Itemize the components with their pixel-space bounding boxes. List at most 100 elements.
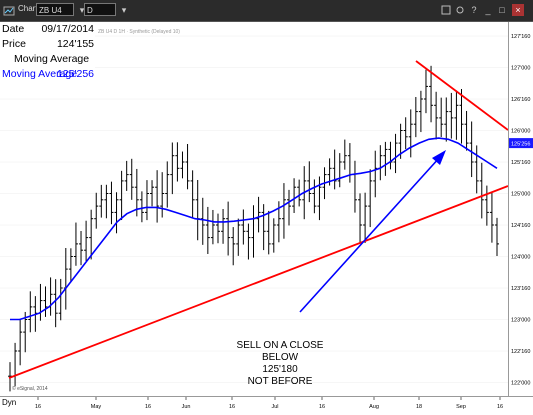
ohlc-bar	[124, 160, 129, 191]
ohlc-bar	[342, 139, 347, 170]
time-axis[interactable]: Dyn 16 May 16 Jun 16 Jul 16 Aug 18 Sep 16	[0, 396, 533, 415]
ma-title: Moving Average	[14, 53, 90, 65]
ohlc-bar	[139, 191, 144, 223]
ohlc-bar	[479, 162, 484, 219]
ohlc-bar	[469, 121, 474, 178]
price-tick-label: 124'160	[511, 223, 530, 229]
time-tick-label: 18	[416, 404, 422, 410]
maximize-icon[interactable]: □	[499, 5, 505, 15]
ohlc-bar	[297, 179, 302, 207]
info-panel: Date 09/17/2014 Price 124'155 Moving Ave…	[0, 22, 95, 84]
time-tick-label: 16	[319, 404, 325, 410]
ohlc-bar	[378, 145, 383, 181]
date-label: Date	[2, 23, 25, 35]
ohlc-bar	[144, 180, 149, 221]
help-icon[interactable]: ?	[471, 5, 477, 15]
ohlc-bar	[292, 178, 297, 213]
ohlc-bar	[79, 230, 84, 266]
ohlc-bar	[403, 117, 408, 150]
ohlc-bar	[195, 179, 200, 241]
interval-input[interactable]: D	[84, 3, 116, 16]
settings-icon[interactable]	[454, 4, 466, 16]
ohlc-bar	[23, 311, 28, 353]
ohlc-bar	[418, 90, 423, 133]
ohlc-bar	[459, 88, 464, 144]
ohlc-bar	[449, 92, 454, 139]
ohlc-bar	[205, 206, 210, 254]
current-ma-price-text: 125'256	[511, 142, 530, 148]
sell-annotation: SELL ON A CLOSE BELOW 125'180 NOT BEFORE	[220, 340, 340, 388]
ohlc-bar	[358, 193, 363, 244]
ohlc-bar	[287, 189, 292, 226]
ohlc-bar	[129, 158, 134, 200]
ohlc-bar	[89, 209, 94, 260]
symbol-dropdown-icon[interactable]: ▾	[79, 5, 85, 15]
ohlc-bar	[119, 170, 124, 221]
annotation-line-2: 125'180	[262, 364, 298, 375]
window-title: Chart	[18, 4, 38, 13]
price-value: 124'155	[56, 38, 94, 50]
ohlc-bar	[241, 209, 246, 245]
ohlc-bar	[368, 169, 373, 228]
time-tick-label: 16	[35, 404, 41, 410]
ohlc-bar	[429, 65, 434, 123]
time-tick-label: Jul	[271, 404, 278, 410]
ohlc-bar	[489, 192, 494, 243]
price-label: Price	[2, 38, 26, 50]
minimize-icon[interactable]: _	[485, 5, 491, 15]
ohlc-bar	[439, 97, 444, 138]
ohlc-bar	[73, 222, 78, 266]
ohlc-bar	[383, 141, 388, 176]
ohlc-bar	[18, 318, 23, 366]
price-tick-label: 127'000	[511, 66, 530, 72]
interval-dropdown-icon[interactable]: ▾	[121, 5, 127, 15]
ohlc-bar	[165, 161, 170, 208]
price-tick-label: 124'000	[511, 255, 530, 261]
axis-corner-label: Dyn	[2, 398, 17, 407]
price-tick-label: 122'000	[511, 381, 530, 387]
ohlc-bar	[271, 218, 276, 253]
ohlc-bar	[175, 142, 180, 182]
ohlc-bar	[388, 141, 393, 170]
ohlc-bar	[312, 179, 317, 214]
ohlc-bar	[13, 342, 18, 387]
ohlc-bar	[180, 151, 185, 179]
ohlc-bar	[109, 181, 114, 225]
price-axis[interactable]: 127'160 127'000 126'160 126'000 125'160 125'0…	[508, 22, 533, 396]
ohlc-bar	[474, 145, 479, 194]
ohlc-bar	[251, 205, 256, 258]
ohlc-bar	[63, 248, 68, 310]
time-tick-label: Aug	[369, 404, 379, 410]
ohlc-bar	[363, 192, 368, 243]
link-icon[interactable]	[440, 4, 452, 16]
price-tick-label: 125'000	[511, 192, 530, 198]
chart-subtitle: ZB U4 D 1H · Synthetic (Delayed 10)	[98, 29, 180, 35]
close-icon[interactable]: ×	[512, 4, 524, 16]
ohlc-bar	[434, 91, 439, 140]
ohlc-bar	[236, 218, 241, 256]
candles	[8, 65, 499, 392]
ohlc-bar	[84, 220, 89, 261]
ohlc-bar	[210, 209, 215, 245]
price-tick-label: 122'160	[511, 349, 530, 355]
chart-plot-area[interactable]: ZB U4 D 1H · Synthetic (Delayed 10)	[0, 22, 509, 396]
time-tick-label: 16	[229, 404, 235, 410]
ohlc-bar	[484, 185, 489, 226]
ohlc-bar	[332, 149, 337, 190]
ohlc-bar	[155, 170, 160, 223]
arrow-head-icon	[432, 150, 446, 165]
ma-value: 125'256	[56, 68, 94, 80]
time-axis-svg: 16 May 16 Jun 16 Jul 16 Aug 18 Sep 16	[35, 397, 503, 410]
annotation-arrow	[299, 156, 441, 313]
ohlc-bar	[423, 69, 428, 114]
ohlc-bar	[99, 184, 104, 218]
price-tick-label: 123'160	[511, 286, 530, 292]
ohlc-bar	[150, 180, 155, 207]
price-axis-svg: 127'160 127'000 126'160 126'000 125'160 125'0…	[509, 34, 533, 387]
symbol-input[interactable]: ZB U4	[36, 3, 74, 16]
annotation-line-3: NOT BEFORE	[247, 376, 313, 387]
time-tick-label: 16	[497, 404, 503, 410]
ohlc-bar	[215, 213, 220, 244]
ohlc-bar	[43, 286, 48, 317]
